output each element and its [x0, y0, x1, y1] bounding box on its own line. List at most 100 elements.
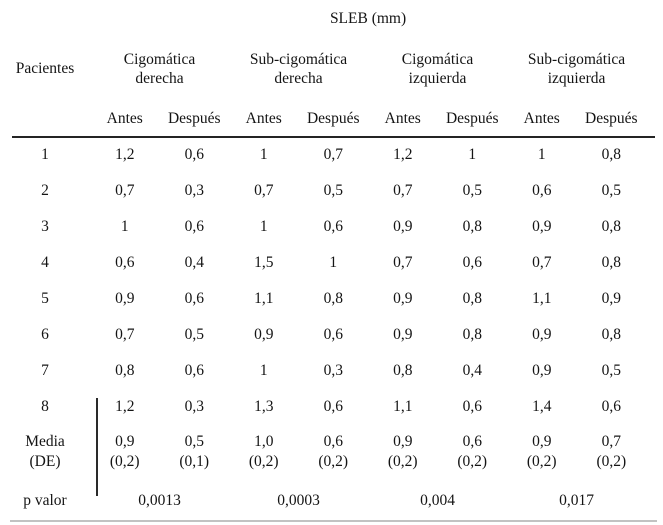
value-cell: 1,1 — [393, 398, 413, 416]
value-cell: 0,9 — [532, 362, 552, 380]
value-cell: 0,8 — [393, 362, 413, 380]
value-cell: 0,6 — [323, 398, 343, 416]
column-header-cigomatica-izquierda: Cigomática izquierda — [368, 38, 507, 100]
group-header-row: Pacientes Cigomática derecha Sub-cigomát… — [0, 38, 646, 100]
p-value-cell: 0,004 — [420, 492, 455, 510]
column-header-sub-cigomatica-derecha: Sub-cigomática derecha — [229, 38, 368, 100]
mean-value: 0,7 — [601, 433, 621, 451]
value-cell: 0,7 — [393, 182, 413, 200]
de-label: (DE) — [29, 452, 61, 470]
value-cell: 0,6 — [532, 182, 552, 200]
value-cell: 0,8 — [323, 290, 343, 308]
value-cell: 0,6 — [323, 218, 343, 236]
value-cell: 0,8 — [115, 362, 135, 380]
value-cell: 1,4 — [532, 398, 552, 416]
group-label-line2: derecha — [135, 70, 184, 87]
patient-id-cell: 5 — [41, 290, 49, 308]
value-cell: 0,6 — [184, 362, 204, 380]
patient-id-cell: 7 — [41, 362, 49, 380]
value-cell: 1 — [537, 146, 546, 164]
mean-value: 1,0 — [254, 433, 274, 451]
value-cell: 1,2 — [393, 146, 413, 164]
sd-value: (0,2) — [387, 452, 418, 470]
column-header-despues: Después — [167, 109, 221, 127]
row-label-media: Media (DE) — [0, 425, 90, 478]
value-cell: 0,8 — [601, 146, 621, 164]
sub-header-spacer — [0, 100, 90, 137]
mean-sd-cell: 0,6 (0,2) — [438, 425, 508, 478]
header-divider-rule — [12, 136, 655, 138]
bottom-table-rule — [10, 520, 657, 522]
patient-id-cell: 8 — [41, 398, 49, 416]
value-cell: 0,9 — [254, 326, 274, 344]
value-cell: 0,5 — [601, 362, 621, 380]
p-value-cell: 0,0003 — [277, 492, 320, 510]
value-cell: 0,3 — [184, 182, 204, 200]
table-row-media: Media (DE) 0,9 (0,2) 0,5 (0,1) 1,0 (0,2)… — [0, 425, 646, 478]
value-cell: 0,6 — [184, 218, 204, 236]
column-header-despues: Después — [306, 109, 360, 127]
sd-value: (0,1) — [179, 452, 210, 470]
column-header-patients: Pacientes — [15, 60, 75, 78]
sd-value: (0,2) — [526, 452, 557, 470]
table-row: 2 0,7 0,3 0,7 0,5 0,7 0,5 0,6 0,5 — [0, 173, 646, 209]
column-header-sub-cigomatica-izquierda: Sub-cigomática izquierda — [507, 38, 646, 100]
value-cell: 0,8 — [601, 326, 621, 344]
mean-sd-cell: 1,0 (0,2) — [229, 425, 299, 478]
value-cell: 0,6 — [601, 398, 621, 416]
table-row: 7 0,8 0,6 1 0,3 0,8 0,4 0,9 0,5 — [0, 353, 646, 389]
value-cell: 0,6 — [115, 254, 135, 272]
mean-sd-cell: 0,9 (0,2) — [90, 425, 160, 478]
mean-value: 0,5 — [184, 433, 204, 451]
value-cell: 0,9 — [393, 326, 413, 344]
vertical-divider-rule — [96, 398, 98, 496]
group-label-line1: Cigomática — [401, 50, 474, 68]
table-row: 6 0,7 0,5 0,9 0,6 0,9 0,8 0,9 0,8 — [0, 317, 646, 353]
mean-value: 0,6 — [323, 433, 343, 451]
table-row: 1 1,2 0,6 1 0,7 1,2 1 1 0,8 — [0, 137, 646, 173]
table-row: 4 0,6 0,4 1,5 1 0,7 0,6 0,7 0,8 — [0, 245, 646, 281]
value-cell: 0,3 — [323, 362, 343, 380]
value-cell: 0,7 — [532, 254, 552, 272]
group-label-line2: izquierda — [408, 70, 467, 87]
row-label-pvalue: p valor — [23, 492, 67, 510]
sd-value: (0,2) — [109, 452, 140, 470]
group-label-line2: derecha — [274, 70, 323, 87]
table-row: 3 1 0,6 1 0,6 0,9 0,8 0,9 0,8 — [0, 209, 646, 245]
p-value-cell: 0,017 — [559, 492, 594, 510]
value-cell: 1 — [259, 146, 268, 164]
value-cell: 1,2 — [115, 398, 135, 416]
table-row: 5 0,9 0,6 1,1 0,8 0,9 0,8 1,1 0,9 — [0, 281, 646, 317]
value-cell: 0,6 — [462, 254, 482, 272]
value-cell: 0,8 — [462, 290, 482, 308]
value-cell: 1 — [329, 254, 338, 272]
mean-sd-cell: 0,9 (0,2) — [368, 425, 438, 478]
value-cell: 0,5 — [323, 182, 343, 200]
value-cell: 0,8 — [601, 218, 621, 236]
value-cell: 0,7 — [393, 254, 413, 272]
value-cell: 0,9 — [601, 290, 621, 308]
value-cell: 0,5 — [601, 182, 621, 200]
sleb-results-table: SLEB (mm) Pacientes Cigomática derecha S… — [0, 10, 646, 510]
value-cell: 0,4 — [462, 362, 482, 380]
value-cell: 0,9 — [532, 218, 552, 236]
value-cell: 0,8 — [462, 218, 482, 236]
value-cell: 0,7 — [115, 326, 135, 344]
patient-id-cell: 2 — [41, 182, 49, 200]
mean-sd-cell: 0,6 (0,2) — [299, 425, 369, 478]
column-header-despues: Después — [445, 109, 499, 127]
value-cell: 0,9 — [532, 326, 552, 344]
table-row: 8 1,2 0,3 1,3 0,6 1,1 0,6 1,4 0,6 — [0, 389, 646, 425]
mean-sd-cell: 0,9 (0,2) — [507, 425, 577, 478]
value-cell: 1,3 — [254, 398, 274, 416]
patient-id-cell: 4 — [41, 254, 49, 272]
mean-value: 0,9 — [115, 433, 135, 451]
column-header-antes: Antes — [523, 109, 560, 127]
value-cell: 0,7 — [323, 146, 343, 164]
value-cell: 0,5 — [184, 326, 204, 344]
p-value-cell: 0,0013 — [138, 492, 181, 510]
value-cell: 0,4 — [184, 254, 204, 272]
sd-value: (0,2) — [318, 452, 349, 470]
mean-value: 0,9 — [532, 433, 552, 451]
